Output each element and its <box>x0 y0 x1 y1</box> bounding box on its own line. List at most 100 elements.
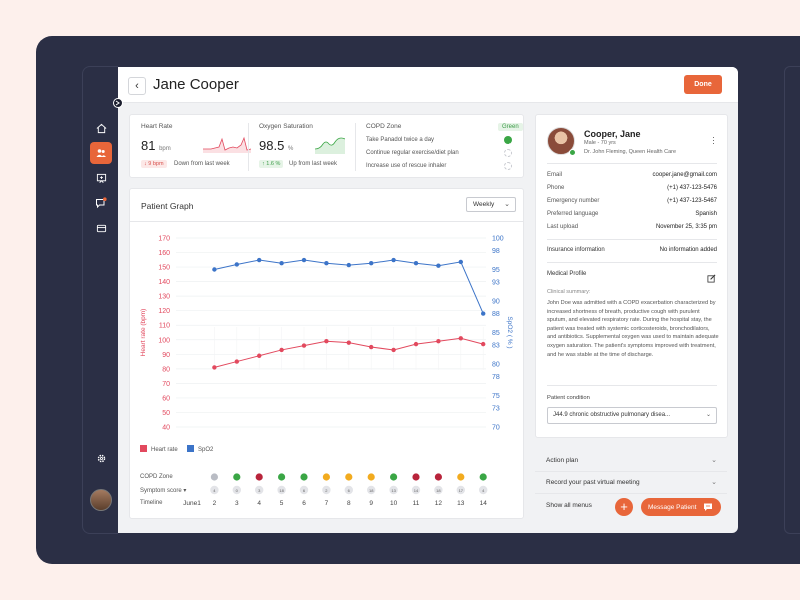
data-point <box>257 353 262 358</box>
timeline-tick-label: 4 <box>257 500 261 507</box>
patients-icon[interactable] <box>90 142 112 164</box>
symptom-score-value: 4 <box>482 488 485 493</box>
billing-icon[interactable] <box>90 217 112 239</box>
data-point <box>212 267 217 272</box>
copd-task-3: Increase use of rescue inhaler <box>366 163 447 169</box>
symptom-score-dot <box>277 485 286 495</box>
profile-card: Cooper, Jane Male - 70 yrs Dr. John Flem… <box>535 114 728 438</box>
data-point <box>369 261 374 266</box>
copd-task-1: Take Panadol twice a day <box>366 137 435 143</box>
email-value[interactable]: cooper.jane@gmail.com <box>652 172 717 178</box>
copd-zone-dot <box>434 473 442 481</box>
symptom-score-row-label[interactable]: Symptom score ▾ <box>140 488 187 494</box>
symptom-score-dot <box>344 485 353 495</box>
timeline-tick-label: June1 <box>183 500 201 507</box>
heart-rate-unit: bpm <box>159 146 171 152</box>
symptom-score-value: 6 <box>348 488 351 493</box>
symptom-score-dot <box>255 485 264 495</box>
timeline-tick-label: 13 <box>457 500 465 507</box>
data-point <box>458 259 463 265</box>
copd-zone-badge: Green <box>498 123 523 131</box>
show-all-menus-link[interactable]: Show all menus <box>546 502 592 509</box>
period-select[interactable]: Weekly ⌄ <box>466 197 516 212</box>
legend-label: SpO2 <box>198 447 214 453</box>
back-button[interactable]: ‹ <box>128 77 146 95</box>
metrics-card: Heart Rate 81 bpm ↓ 9 bpm Down from last… <box>129 114 524 178</box>
patient-graph-card: Patient Graph Weekly ⌄ 40 50 60 70 80 90 100 110… <box>129 188 524 519</box>
copd-zone-dot <box>255 473 263 481</box>
timeline-tick-label: 3 <box>235 500 239 507</box>
check-done-icon[interactable] <box>504 136 512 148</box>
action-plan-row[interactable]: Action plan ⌄ <box>535 450 727 472</box>
data-point <box>481 341 486 347</box>
chevron-down-icon: ⌄ <box>711 457 717 464</box>
legend-swatch-spo2 <box>187 445 194 452</box>
more-options-icon[interactable]: · · · <box>712 132 715 148</box>
heart-rate-value: 81 bpm <box>141 138 171 153</box>
y-left-tick-label: 120 <box>158 308 170 315</box>
profile-divider <box>547 385 717 386</box>
symptom-score-value: 4 <box>213 488 216 493</box>
timeline-tick-label: 11 <box>413 500 420 507</box>
copd-zone-dot <box>390 473 398 481</box>
y-right-axis-title: SpO2 ( % ) <box>506 316 513 348</box>
symptom-score-dot <box>299 485 309 495</box>
symptom-score-dot <box>411 485 421 495</box>
patient-condition-select[interactable]: J44.9 chronic obstructive pulmonary dise… <box>547 407 717 424</box>
data-point <box>481 311 486 316</box>
add-button[interactable]: + <box>615 498 633 516</box>
data-point <box>279 261 284 266</box>
data-point <box>279 347 284 353</box>
emergency-value[interactable]: (+1) 437-123-5467 <box>667 198 717 204</box>
oxygen-unit: % <box>287 146 294 152</box>
messages-icon[interactable] <box>90 192 112 214</box>
data-point <box>324 261 329 266</box>
user-avatar[interactable] <box>90 489 112 511</box>
edit-icon[interactable] <box>707 270 716 288</box>
symptom-score-dot <box>322 485 331 495</box>
data-point <box>458 336 463 341</box>
check-pending-icon[interactable] <box>504 162 512 170</box>
symptom-score-value: 6 <box>303 488 306 493</box>
y-right-tick-label: 95 <box>492 267 500 274</box>
insurance-row[interactable]: Insurance information No information adde… <box>547 247 717 253</box>
symptom-score-dot <box>434 485 443 495</box>
heart-rate-change-badge: ↓ 9 bpm <box>141 160 167 168</box>
insurance-label: Insurance information <box>547 247 605 253</box>
oxygen-label: Oxygen Saturation <box>259 123 313 130</box>
symptom-score-value: 3 <box>258 488 261 493</box>
patient-doctor: Dr. John Fleming, Queen Health Care <box>584 149 677 155</box>
virtual-meeting-row[interactable]: Record your past virtual meeting ⌄ <box>535 472 727 494</box>
message-patient-button[interactable]: Message Patient <box>641 498 721 516</box>
y-right-tick-label: 100 <box>492 236 504 243</box>
y-left-tick-label: 50 <box>162 410 170 417</box>
language-row: Preferred language Spanish <box>547 211 717 217</box>
copd-zone-dot <box>300 473 308 481</box>
reports-icon[interactable] <box>90 167 112 189</box>
data-point <box>413 261 419 266</box>
home-icon[interactable] <box>90 117 112 139</box>
profile-divider <box>547 239 717 240</box>
top-bar: ‹ Jane Cooper Done <box>118 67 738 103</box>
phone-value[interactable]: (+1) 437-123-5476 <box>667 185 717 191</box>
timeline-row-label: Timeline <box>140 500 163 506</box>
plus-icon: + <box>620 499 628 514</box>
done-button[interactable]: Done <box>684 75 722 94</box>
y-left-tick-label: 40 <box>162 425 170 432</box>
sidebar <box>82 66 118 534</box>
data-point <box>436 263 441 268</box>
copd-zone-dot <box>345 473 353 481</box>
y-left-tick-label: 60 <box>162 395 170 402</box>
data-point <box>391 347 396 353</box>
settings-gear-icon[interactable] <box>90 447 112 469</box>
bottom-panel: Action plan ⌄ Record your past virtual me… <box>535 450 728 519</box>
symptom-score-dot <box>232 485 241 495</box>
patient-condition-value: J44.9 chronic obstructive pulmonary dise… <box>553 412 671 418</box>
collapse-sidebar-icon[interactable] <box>113 98 123 108</box>
y-right-tick-label: 70 <box>492 425 500 432</box>
data-point <box>301 343 307 348</box>
check-pending-icon[interactable] <box>504 149 512 157</box>
y-left-tick-label: 130 <box>158 294 170 301</box>
oxygen-value: 98.5 % <box>259 138 293 153</box>
y-left-tick-label: 140 <box>158 279 170 286</box>
